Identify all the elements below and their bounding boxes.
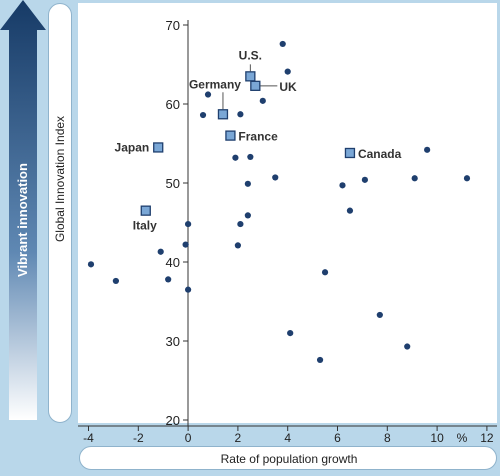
highlighted-point	[140, 205, 151, 216]
data-point	[376, 311, 383, 319]
y-tick-label: 20	[166, 413, 180, 428]
data-point	[157, 248, 164, 255]
innovation-arrow: Vibrant innovation	[0, 0, 46, 420]
highlighted-point	[217, 109, 229, 120]
data-point	[287, 330, 294, 337]
data-point	[185, 220, 192, 228]
x-tick-label: 8	[384, 431, 391, 445]
data-point	[259, 97, 266, 104]
x-axis-label: Rate of population growth	[221, 452, 358, 466]
data-point	[411, 175, 418, 182]
data-point	[234, 242, 241, 249]
data-point	[339, 182, 346, 189]
point-label: Germany	[189, 77, 241, 91]
data-point	[247, 153, 254, 161]
data-point	[112, 277, 119, 285]
data-point	[244, 180, 251, 187]
y-tick-label: 50	[166, 176, 180, 191]
data-point	[284, 68, 291, 75]
highlighted-point	[344, 147, 356, 159]
data-point	[279, 40, 286, 48]
data-point	[272, 174, 279, 181]
data-point	[244, 212, 251, 219]
x-tick-label: 10	[430, 431, 444, 445]
y-tick-label: 60	[166, 97, 180, 112]
data-point	[87, 261, 95, 268]
point-label: Japan	[115, 140, 150, 154]
y-tick-label: 30	[166, 334, 180, 349]
data-point	[237, 111, 244, 118]
point-label: U.S.	[239, 48, 262, 62]
data-point	[204, 91, 212, 98]
data-point	[316, 356, 324, 364]
x-unit-label: %	[457, 431, 468, 445]
data-point	[182, 241, 189, 248]
data-point	[232, 154, 239, 161]
highlighted-point	[153, 142, 164, 153]
data-point	[321, 269, 329, 276]
x-axis-label-box: Rate of population growth	[79, 446, 497, 470]
x-tick-label: -4	[83, 431, 94, 445]
data-point	[185, 286, 192, 293]
highlighted-point	[245, 71, 256, 82]
y-axis-label: Global Innovation Index	[53, 116, 67, 242]
x-tick-label: 0	[185, 431, 192, 445]
data-point	[361, 176, 368, 183]
data-point	[199, 111, 207, 119]
y-tick-label: 70	[166, 18, 180, 33]
data-point	[424, 146, 431, 153]
x-tick-label: -2	[133, 431, 144, 445]
highlighted-point	[225, 130, 236, 141]
x-tick-label: 2	[235, 431, 242, 445]
y-tick-label: 40	[166, 255, 180, 270]
data-point	[346, 207, 354, 214]
point-label: France	[238, 130, 278, 144]
point-label: UK	[279, 80, 297, 94]
data-point	[237, 220, 244, 228]
data-point	[165, 276, 172, 283]
y-axis-label-box: Global Innovation Index	[48, 3, 72, 423]
point-label: Italy	[133, 219, 157, 233]
data-point	[463, 175, 471, 182]
point-label: Canada	[358, 147, 402, 161]
x-tick-label: 12	[480, 431, 494, 445]
x-tick-label: 4	[284, 431, 291, 445]
arrow-shape	[0, 0, 46, 420]
x-tick-label: 6	[334, 431, 341, 445]
side-label: Vibrant innovation	[15, 163, 30, 277]
data-point	[404, 343, 411, 350]
highlighted-point	[250, 80, 261, 91]
